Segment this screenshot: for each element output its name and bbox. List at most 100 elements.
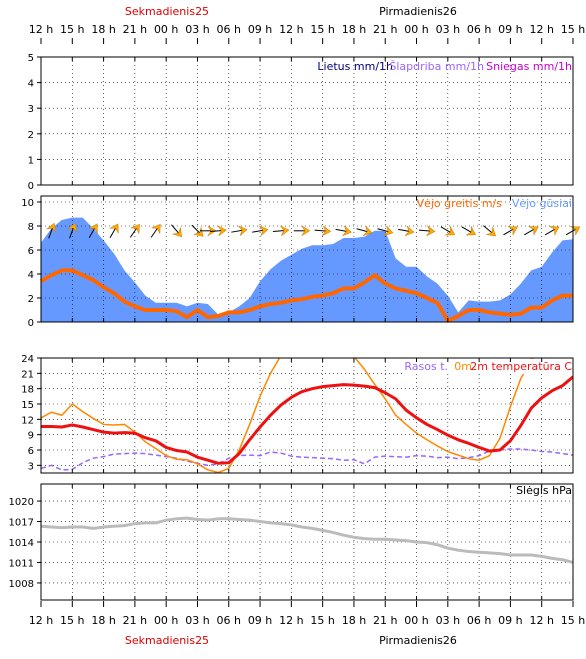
time-label-top: 09 h: [248, 23, 272, 36]
time-label-bottom: 21 h: [123, 614, 147, 627]
wind-arrow-head: [301, 225, 311, 237]
y-tick-label: 6: [28, 246, 34, 257]
wind-arrow: [293, 225, 311, 237]
time-label-bottom: 03 h: [185, 614, 209, 627]
wind-arrow: [272, 225, 290, 236]
time-label-top: 09 h: [498, 23, 522, 36]
time-label-top: 12 h: [279, 23, 303, 36]
y-tick-label: 5: [28, 53, 34, 64]
wind-arrow-head: [130, 223, 140, 234]
y-tick-label: 3: [28, 104, 34, 115]
pressure-line: [40, 516, 574, 564]
precipitation-y-axis: 0 1 2 3 4 5: [28, 53, 41, 192]
y-tick-label: 24: [21, 354, 34, 365]
temperature-2m-line: [41, 375, 573, 465]
wind-arrow: [440, 226, 456, 236]
temperature-0m-line: [41, 358, 534, 473]
wind-arrow-head: [445, 226, 456, 236]
time-label-bottom: 15 h: [310, 614, 334, 627]
wind-arrow-head: [342, 225, 352, 236]
y-tick-label: 21: [21, 369, 34, 380]
wind-gust-area: [41, 217, 573, 322]
legend-wind-speed: Vėjo greitis m/s: [417, 197, 503, 210]
y-tick-label: 10: [21, 198, 34, 209]
legend-dew-point: Rasos t.: [404, 360, 448, 373]
time-label-bottom: 15 h: [60, 614, 84, 627]
time-label-top: 12 h: [529, 23, 553, 36]
temperature-grid: [41, 358, 573, 473]
legend-sleet: Šlapdriba mm/1h: [389, 60, 484, 73]
time-label-bottom: 06 h: [217, 614, 241, 627]
day2-label-top: Pirmadienis26: [379, 5, 457, 18]
time-label-bottom: 06 h: [467, 614, 491, 627]
wind-arrow-shaft: [150, 227, 159, 238]
pressure-grid: [41, 484, 573, 600]
wind-arrow-head: [570, 226, 581, 236]
time-label-top: 18 h: [342, 23, 366, 36]
wind-arrow-shaft: [503, 228, 515, 236]
time-label-top: 15 h: [60, 23, 84, 36]
wind-arrow-shaft: [171, 224, 180, 235]
temperature-panel: 3 6 9 12 15 18 21 24 Rasos t. 0m 2m temperatūra…: [21, 354, 573, 473]
wind-arrow: [67, 222, 78, 239]
y-tick-label: 1: [28, 155, 34, 166]
legend-temp-2m: 2m temperatūra C: [470, 360, 572, 373]
wind-arrow-head: [238, 225, 248, 236]
wind-arrow: [461, 226, 477, 236]
y-tick-label: 4: [28, 270, 34, 281]
wind-arrow-head: [466, 226, 477, 236]
pressure-panel: 1008 1011 1014 1017 1020 Slėgis hPa: [9, 484, 574, 600]
time-label-bottom: 00 h: [404, 614, 428, 627]
temperature-y-axis: 3 6 9 12 15 18 21 24: [21, 354, 41, 472]
wind-arrow-shaft: [191, 224, 201, 234]
y-tick-label: 12: [21, 415, 34, 426]
wind-arrow: [129, 223, 140, 238]
time-label-top: 00 h: [154, 23, 178, 36]
wind-arrow-shaft: [440, 226, 452, 234]
wind-arrow: [210, 225, 227, 236]
wind-arrow-head: [507, 226, 518, 236]
time-label-top: 00 h: [404, 23, 428, 36]
time-label-top: 21 h: [373, 23, 397, 36]
legend-temp-0m: 0m: [454, 360, 472, 373]
dew-point-line: [41, 448, 573, 471]
y-tick-label: 2: [28, 130, 34, 141]
wind-arrow-head: [217, 225, 227, 236]
time-label-bottom: 09 h: [248, 614, 272, 627]
wind-arrow-shaft: [231, 229, 244, 233]
pressure-y-axis: 1008 1011 1014 1017 1020: [9, 497, 41, 590]
y-tick-label: 0: [28, 318, 34, 329]
day1-label-top: Sekmadienis25: [125, 5, 209, 18]
time-label-top: 03 h: [185, 23, 209, 36]
wind-arrow: [231, 225, 248, 236]
y-tick-label: 15: [21, 400, 34, 411]
y-tick-label: 6: [28, 446, 34, 457]
wind-speed-line: [40, 268, 573, 323]
wind-arrow: [503, 226, 518, 236]
wind-panel: 0 2 4 6 8 10 Vėjo greitis m/s Vėjo gūsiai: [21, 196, 581, 329]
wind-arrow-shaft: [398, 228, 411, 232]
wind-arrow-head: [280, 225, 290, 236]
y-tick-label: 1020: [9, 497, 34, 508]
time-label-top: 12 h: [29, 23, 53, 36]
wind-arrow-shaft: [483, 225, 493, 234]
wind-arrow: [565, 226, 581, 236]
wind-arrow-head: [549, 226, 560, 236]
time-label-top: 15 h: [310, 23, 334, 36]
legend-pressure: Slėgis hPa: [516, 484, 572, 497]
day1-label-bottom: Sekmadienis25: [125, 634, 209, 647]
wind-arrow-head: [383, 225, 394, 236]
y-tick-label: 8: [28, 222, 34, 233]
wind-arrow-head: [486, 226, 497, 237]
wind-arrow: [109, 223, 119, 238]
wind-arrow-shaft: [272, 229, 285, 232]
wind-arrow-head: [67, 222, 78, 233]
legend-wind-gusts: Vėjo gūsiai: [512, 197, 572, 210]
wind-arrow-head: [362, 225, 373, 236]
wind-arrow-head: [528, 226, 539, 236]
time-label-top: 06 h: [217, 23, 241, 36]
wind-arrow: [335, 225, 352, 236]
wind-arrow: [88, 223, 98, 238]
